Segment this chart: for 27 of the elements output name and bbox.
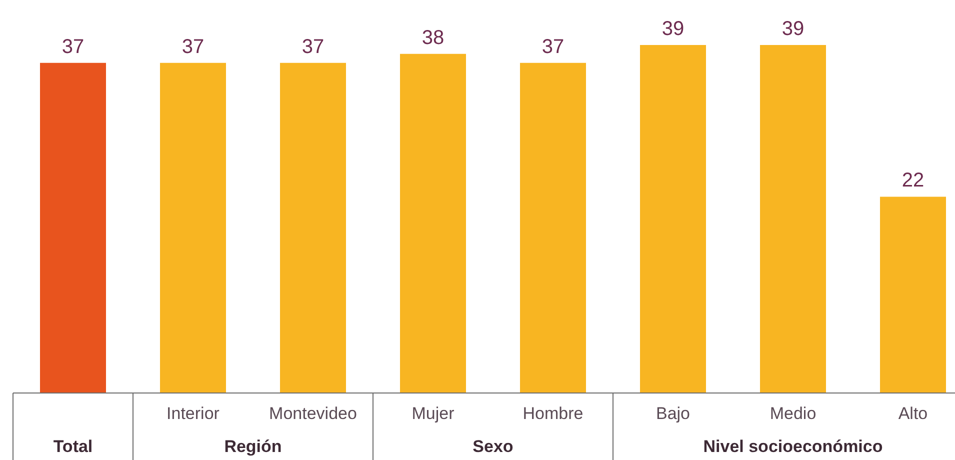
bar bbox=[160, 62, 226, 393]
x-tick-label: Medio bbox=[770, 404, 816, 423]
data-label: 37 bbox=[542, 36, 564, 58]
bar bbox=[280, 62, 346, 393]
bar bbox=[880, 196, 946, 393]
data-label: 38 bbox=[422, 26, 444, 49]
data-label: 39 bbox=[782, 18, 804, 40]
text: Sexo bbox=[472, 437, 514, 456]
x-tick-label: Montevideo bbox=[269, 404, 357, 423]
text: Total bbox=[53, 437, 93, 456]
bar bbox=[520, 62, 586, 393]
bar bbox=[760, 45, 826, 393]
x-tick-label: Mujer bbox=[412, 404, 455, 423]
text: Nivel socioeconómico bbox=[703, 437, 883, 456]
x-tick-label: Hombre bbox=[522, 404, 584, 423]
bar bbox=[40, 62, 106, 393]
data-label: 22 bbox=[902, 170, 924, 192]
x-tick-label: Alto bbox=[898, 404, 928, 423]
text: Región bbox=[224, 437, 282, 456]
x-tick-label: Bajo bbox=[656, 404, 690, 423]
data-label: 37 bbox=[182, 36, 204, 58]
data-label: 39 bbox=[662, 18, 684, 40]
bar bbox=[640, 45, 706, 393]
x-tick-label: Interior bbox=[166, 404, 220, 423]
data-label: 37 bbox=[62, 36, 84, 58]
data-label: 37 bbox=[302, 36, 324, 58]
bar bbox=[400, 54, 466, 393]
